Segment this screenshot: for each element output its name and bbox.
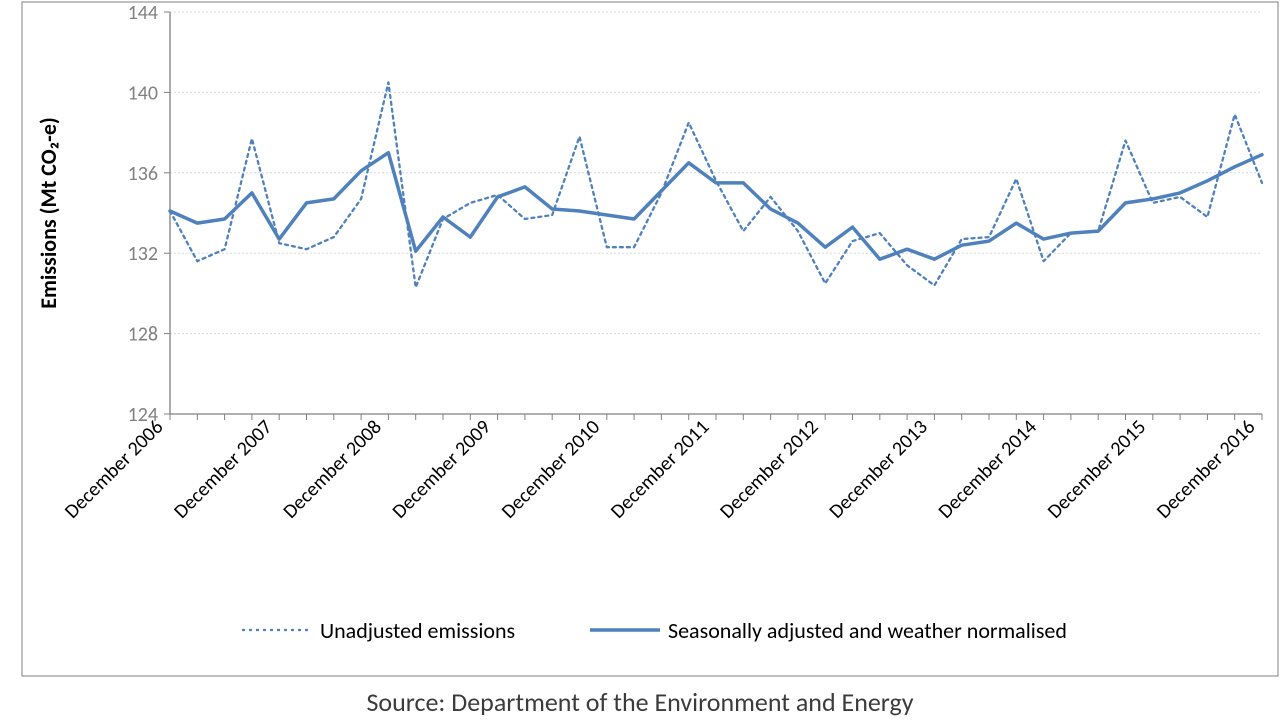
svg-text:144: 144 (128, 1, 158, 25)
legend-label-unadjusted: Unadjusted emissions (320, 617, 515, 644)
source-caption: Source: Department of the Environment an… (0, 686, 1280, 718)
emissions-line-chart: 124128132136140144December 2006December … (0, 0, 1280, 680)
svg-text:136: 136 (128, 162, 158, 186)
svg-text:128: 128 (128, 323, 158, 347)
legend-label-seasonal: Seasonally adjusted and weather normalis… (668, 617, 1067, 644)
chart-frame: 124128132136140144December 2006December … (0, 0, 1280, 720)
svg-text:132: 132 (128, 242, 158, 266)
svg-text:140: 140 (128, 81, 158, 105)
y-axis-label: Emissions (Mt CO₂-e) (35, 117, 62, 309)
